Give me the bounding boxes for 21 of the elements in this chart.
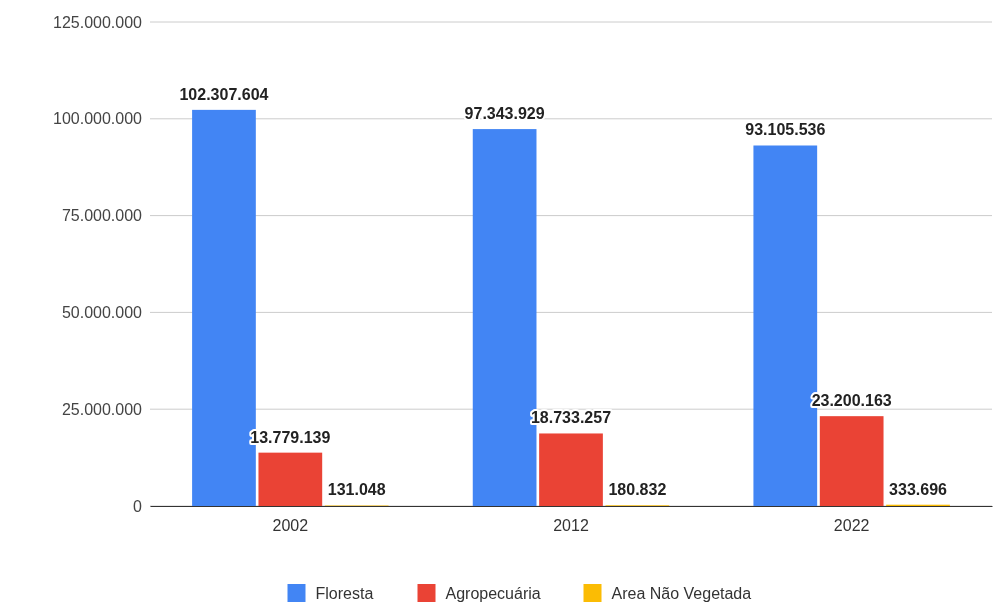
y-tick-label: 75.000.000	[61, 207, 143, 225]
x-tick-label: 2002	[272, 517, 309, 535]
bar	[539, 433, 603, 506]
y-tick-label: 50.000.000	[61, 304, 143, 322]
y-tick-label: 125.000.000	[53, 13, 143, 31]
y-tick-label: 100.000.000	[53, 110, 143, 128]
x-tick-label: 2022	[833, 517, 870, 535]
legend-label: Agropecuária	[445, 585, 541, 602]
x-tick-label: 2012	[553, 517, 589, 535]
legend-label: Area Não Vegetada	[611, 585, 752, 602]
data-label: 93.105.536	[745, 121, 826, 139]
y-tick-label: 0	[133, 497, 143, 515]
legend-label: Floresta	[315, 585, 374, 602]
data-label: 131.048	[327, 481, 386, 499]
data-label: 97.343.929	[464, 105, 545, 123]
data-label: 102.307.604	[179, 85, 269, 103]
data-label: 180.832	[608, 481, 667, 499]
bar	[819, 416, 884, 506]
data-label: 333.696	[889, 480, 948, 498]
bar	[258, 452, 323, 506]
y-tick-label: 25.000.000	[61, 400, 143, 418]
